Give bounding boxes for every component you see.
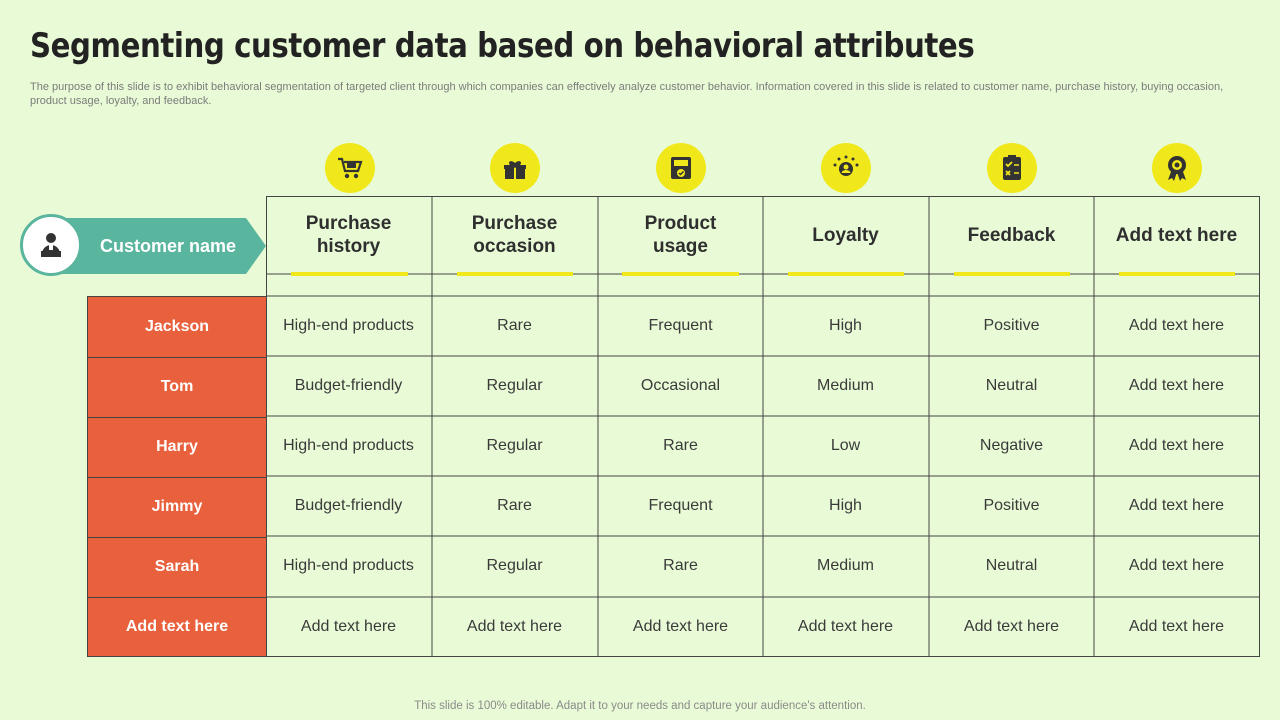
table-cell: High-end products	[283, 557, 414, 574]
customer-name-header: Customer name	[100, 236, 237, 256]
table-cell: Rare	[497, 317, 532, 334]
table-cell: High	[829, 317, 862, 334]
page-title: Segmenting customer data based on behavi…	[30, 26, 975, 66]
column-header-purchase-history: Purchase history	[305, 213, 392, 257]
table-grid-lines	[266, 196, 1260, 657]
table-cell: Rare	[497, 497, 532, 514]
column-header-purchase-occasion: Purchase occasion	[471, 213, 558, 257]
customer-name-banner	[50, 218, 266, 274]
table-cell: Add text here	[1128, 618, 1225, 635]
gift-heart-icon	[490, 143, 540, 193]
table-cell: Low	[830, 437, 861, 454]
table-cell: Regular	[486, 557, 543, 574]
table-cell: Rare	[663, 557, 698, 574]
customer-name-cell: Harry	[156, 438, 198, 455]
table-cell: Add text here	[1128, 317, 1225, 334]
table-cell: Frequent	[648, 497, 713, 514]
table-cell: Occasional	[640, 377, 721, 394]
page-subtitle: The purpose of this slide is to exhibit …	[30, 81, 1224, 107]
table-cell: Budget-friendly	[294, 377, 403, 394]
table-cell: Budget-friendly	[294, 497, 403, 514]
header-underline	[291, 272, 408, 276]
table-cell: Medium	[817, 557, 874, 574]
customer-name-cell: Sarah	[154, 558, 200, 575]
loyalty-star-icon	[821, 143, 871, 193]
table-cell: Add text here	[632, 618, 729, 635]
customer-name-cell: Jackson	[144, 318, 210, 335]
footer-note: This slide is 100% editable. Adapt it to…	[414, 700, 866, 712]
customer-name-cell: Jimmy	[151, 498, 203, 515]
column-header-feedback: Feedback	[967, 224, 1056, 246]
column-header-add-text: Add text here	[1115, 224, 1238, 246]
product-box-icon	[656, 143, 706, 193]
table-cell: Positive	[983, 317, 1040, 334]
table-cell: Neutral	[985, 557, 1038, 574]
header-underline	[954, 272, 1070, 276]
column-header-loyalty: Loyalty	[812, 224, 879, 246]
table-cell: High-end products	[283, 437, 414, 454]
table-cell: High-end products	[283, 317, 414, 334]
table-cell: Frequent	[648, 317, 713, 334]
table-cell: Regular	[486, 437, 543, 454]
attributes-table: Purchase history Purchase occasion Product…	[266, 196, 1260, 657]
table-cell: Add text here	[963, 618, 1060, 635]
header-underline	[1119, 272, 1235, 276]
table-cell: Positive	[983, 497, 1040, 514]
table-cell: Add text here	[300, 618, 397, 635]
table-cell: Add text here	[1128, 497, 1225, 514]
table-cell: Rare	[663, 437, 698, 454]
customer-name-column: Jackson Tom Harry Jimmy Sarah Add text h…	[87, 296, 267, 657]
table-cell: Add text here	[797, 618, 894, 635]
table-cell: Neutral	[985, 377, 1038, 394]
header-underline	[622, 272, 739, 276]
table-cell: Negative	[979, 437, 1044, 454]
column-header-product-usage: Product usage	[644, 213, 717, 257]
header-underline	[457, 272, 573, 276]
table-cell: Add text here	[1128, 377, 1225, 394]
checklist-icon	[987, 143, 1037, 193]
table-cell: Add text here	[466, 618, 563, 635]
table-cell: Regular	[486, 377, 543, 394]
award-badge-icon	[1152, 143, 1202, 193]
customer-avatar-icon	[20, 214, 82, 276]
table-cell: Add text here	[1128, 557, 1225, 574]
customer-name-cell: Tom	[160, 378, 194, 395]
shopping-cart-icon	[325, 143, 375, 193]
table-cell: Medium	[817, 377, 874, 394]
customer-name-cell: Add text here	[125, 618, 229, 635]
table-cell: High	[829, 497, 862, 514]
header-underline	[788, 272, 904, 276]
table-cell: Add text here	[1128, 437, 1225, 454]
